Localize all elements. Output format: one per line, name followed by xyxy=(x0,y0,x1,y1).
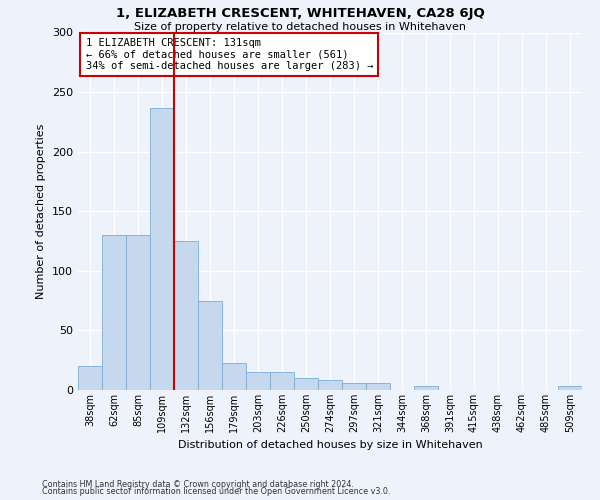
Bar xyxy=(294,378,318,390)
Bar xyxy=(318,380,342,390)
Bar xyxy=(222,362,246,390)
Bar xyxy=(558,386,582,390)
Bar xyxy=(126,235,150,390)
Bar xyxy=(198,300,222,390)
Text: Contains HM Land Registry data © Crown copyright and database right 2024.: Contains HM Land Registry data © Crown c… xyxy=(42,480,354,489)
Bar xyxy=(78,366,102,390)
Bar xyxy=(174,241,198,390)
Text: 1, ELIZABETH CRESCENT, WHITEHAVEN, CA28 6JQ: 1, ELIZABETH CRESCENT, WHITEHAVEN, CA28 … xyxy=(116,8,484,20)
Text: Contains public sector information licensed under the Open Government Licence v3: Contains public sector information licen… xyxy=(42,487,391,496)
Y-axis label: Number of detached properties: Number of detached properties xyxy=(37,124,46,299)
Bar xyxy=(414,386,438,390)
Text: 1 ELIZABETH CRESCENT: 131sqm
← 66% of detached houses are smaller (561)
34% of s: 1 ELIZABETH CRESCENT: 131sqm ← 66% of de… xyxy=(86,38,373,71)
Bar xyxy=(102,235,126,390)
Bar xyxy=(270,372,294,390)
Bar xyxy=(246,372,270,390)
Bar xyxy=(150,108,174,390)
Text: Size of property relative to detached houses in Whitehaven: Size of property relative to detached ho… xyxy=(134,22,466,32)
Bar xyxy=(366,383,390,390)
Bar xyxy=(342,383,366,390)
X-axis label: Distribution of detached houses by size in Whitehaven: Distribution of detached houses by size … xyxy=(178,440,482,450)
